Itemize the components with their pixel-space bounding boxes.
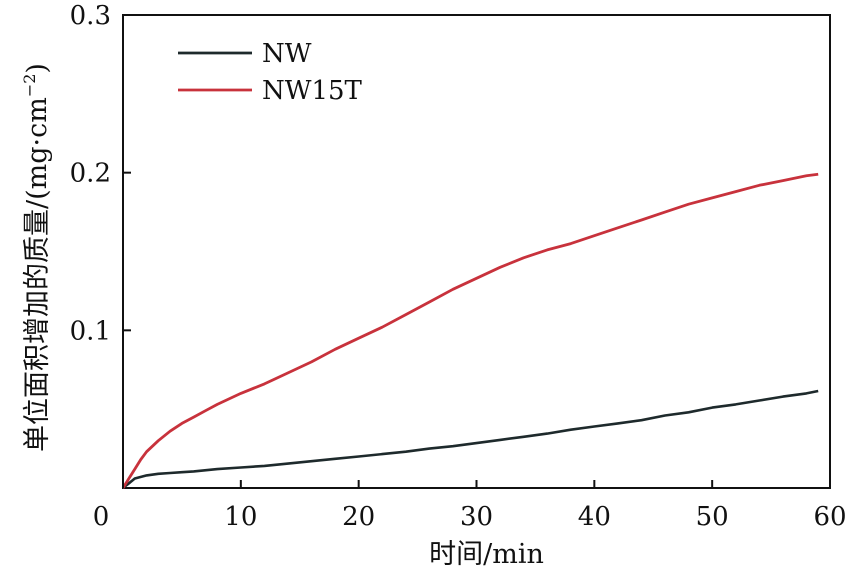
- x-tick-label: 60: [813, 502, 846, 532]
- x-axis-ticks: 0 10 20 30 40 50 60: [93, 480, 847, 532]
- y-tick-label: 0.3: [70, 1, 111, 31]
- y-axis-label-main: 单位面积增加的质量/(mg·cm: [22, 97, 53, 452]
- plot-frame: [122, 14, 831, 489]
- x-tick-label: 40: [578, 502, 611, 532]
- x-tick-label: 20: [342, 502, 375, 532]
- legend: NW NW15T: [178, 39, 363, 106]
- legend-label-nw: NW: [262, 39, 312, 69]
- series-layer: [121, 172, 819, 490]
- y-axis-label-close: ): [22, 63, 53, 74]
- x-tick-label: 0: [93, 502, 110, 532]
- y-axis-label-superscript: −2: [20, 74, 39, 98]
- y-axis-label: 单位面积增加的质量/(mg·cm−2): [20, 63, 53, 452]
- series-line-nw: [122, 389, 819, 490]
- y-tick-label: 0.2: [70, 159, 111, 189]
- plot-area: [122, 14, 831, 489]
- series-line-nw15t: [121, 172, 819, 489]
- x-tick-label: 10: [224, 502, 257, 532]
- x-tick-label: 50: [696, 502, 729, 532]
- x-axis-label: 时间/min: [429, 539, 544, 570]
- x-tick-label: 30: [460, 502, 493, 532]
- y-tick-label: 0.1: [70, 316, 111, 346]
- legend-label-nw15t: NW15T: [262, 76, 363, 106]
- y-axis-ticks: 0.1 0.2 0.3: [70, 1, 131, 346]
